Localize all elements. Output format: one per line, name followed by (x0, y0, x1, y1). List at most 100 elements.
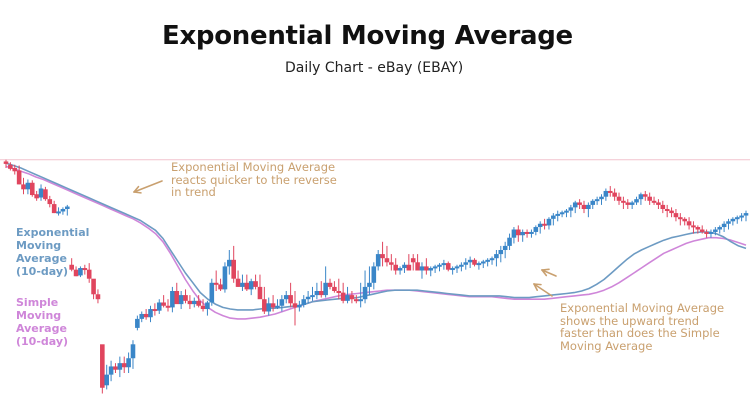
candle-body (494, 254, 499, 259)
candle (292, 291, 298, 326)
candle-body (603, 190, 609, 197)
candle (336, 278, 342, 300)
candle-body (516, 229, 521, 236)
candle (152, 303, 158, 316)
candle (647, 192, 652, 205)
candle-body (257, 286, 263, 300)
candle-body (397, 268, 403, 271)
candle-body (100, 344, 105, 388)
annotation-upward-line-2: shows the upward trend (560, 313, 700, 328)
candle-body (56, 211, 61, 214)
candle (29, 180, 35, 197)
candle-body (664, 209, 670, 211)
candle (546, 217, 552, 230)
candle-body (113, 366, 118, 370)
candle-body (323, 282, 328, 296)
candle (187, 295, 193, 310)
candle-body (161, 302, 166, 306)
candle-body (218, 284, 223, 290)
candle-body (542, 223, 547, 226)
candle-body (389, 262, 394, 265)
candle-body (686, 221, 692, 226)
candle (283, 291, 289, 304)
candle-body (489, 258, 495, 261)
candle (279, 295, 285, 312)
legend-ema-line-2: Moving (16, 239, 62, 252)
candle (424, 258, 429, 275)
candle-body (332, 286, 337, 291)
candle-body (546, 218, 552, 226)
candle (86, 263, 92, 283)
candle (288, 282, 293, 308)
candle-body (607, 190, 613, 193)
annotation-reverse-line-3: in trend (171, 185, 216, 199)
candle-body (467, 259, 473, 263)
candle (340, 282, 346, 304)
candle-body (621, 200, 626, 203)
candle-body (213, 282, 219, 285)
candle (375, 250, 381, 271)
candle-body (660, 204, 666, 209)
candle (428, 266, 434, 277)
candle (669, 207, 674, 218)
chart-title: Exponential Moving Average (162, 21, 573, 51)
candle-body (108, 366, 114, 375)
candle-body (174, 291, 180, 305)
candle (305, 291, 311, 304)
candle (69, 258, 74, 272)
candle (656, 199, 661, 209)
candle-body (34, 194, 39, 199)
annotation-upward-trend: Exponential Moving Average shows the upw… (560, 302, 724, 352)
candle (559, 210, 565, 218)
candle (161, 295, 166, 308)
candle-body (318, 291, 324, 296)
candle (143, 309, 149, 320)
candle-body (721, 223, 727, 228)
candle (638, 192, 644, 205)
candle-body (537, 223, 543, 228)
candle (590, 199, 596, 209)
candle-body (358, 299, 363, 302)
candle-body (704, 231, 709, 234)
candle (174, 282, 180, 305)
candle-body (86, 269, 92, 279)
candle-body (476, 263, 482, 266)
candle (314, 282, 320, 300)
candle (406, 254, 412, 271)
candle-body (152, 309, 158, 312)
candle-body (739, 215, 744, 218)
candle-body (678, 217, 683, 220)
candle (222, 262, 228, 293)
candle-body (625, 202, 631, 205)
candle (393, 258, 399, 275)
candle-body (12, 168, 18, 172)
candle (227, 250, 232, 275)
candle-body (367, 282, 372, 287)
candle (318, 281, 324, 298)
candle-body (375, 254, 381, 267)
candle-body (126, 358, 131, 368)
candle-body (555, 213, 561, 216)
candle-body (349, 295, 355, 300)
candle-body (498, 250, 504, 255)
candle-body (673, 213, 679, 218)
candle (51, 200, 57, 214)
candle (489, 256, 495, 265)
candle (170, 286, 175, 313)
candle (8, 162, 13, 171)
candle-body (511, 229, 517, 238)
candle-body (384, 258, 390, 263)
candle-body (638, 194, 644, 200)
legend-ema-line-3: Average (16, 252, 67, 265)
candle (586, 202, 591, 218)
candle-body (441, 263, 447, 266)
candle (450, 266, 455, 275)
candle (156, 299, 162, 314)
candle (196, 295, 201, 308)
candle-body (480, 261, 486, 264)
candle (564, 209, 569, 218)
candle-body (472, 259, 477, 265)
candle-body (279, 299, 285, 306)
candle-body (533, 227, 539, 232)
candle (266, 297, 272, 316)
